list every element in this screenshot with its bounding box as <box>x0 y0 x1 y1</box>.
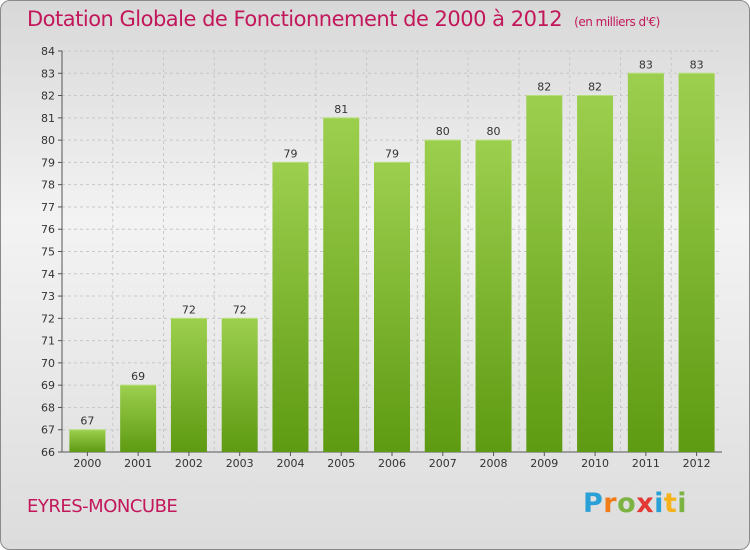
value-label: 83 <box>690 58 704 71</box>
value-label: 83 <box>639 58 653 71</box>
unit-label: (en milliers d'€) <box>574 15 660 29</box>
value-label: 80 <box>487 125 501 138</box>
x-tick-label: 2012 <box>683 457 711 470</box>
bar <box>323 117 360 452</box>
y-tick-label: 78 <box>41 179 55 192</box>
x-tick-label: 2004 <box>276 457 304 470</box>
x-tick-label: 2008 <box>480 457 508 470</box>
value-label: 72 <box>233 303 247 316</box>
x-tick-label: 2011 <box>632 457 660 470</box>
x-tick-label: 2007 <box>429 457 457 470</box>
x-tick-label: 2001 <box>124 457 152 470</box>
value-label: 69 <box>131 370 145 383</box>
bar <box>627 73 664 453</box>
y-tick-label: 80 <box>41 134 55 147</box>
title-text: Dotation Globale de Fonctionnement de 20… <box>27 7 563 31</box>
bar <box>69 429 106 452</box>
value-label: 72 <box>182 303 196 316</box>
y-tick-label: 83 <box>41 67 55 80</box>
value-label: 67 <box>80 415 94 428</box>
y-tick-label: 66 <box>41 446 55 459</box>
chart-title: Dotation Globale de Fonctionnement de 20… <box>27 7 660 31</box>
bar <box>577 95 614 453</box>
bar <box>221 318 258 452</box>
y-tick-label: 68 <box>41 401 55 414</box>
y-tick-label: 70 <box>41 357 55 370</box>
x-tick-label: 2002 <box>175 457 203 470</box>
value-label: 79 <box>283 147 297 160</box>
bar <box>170 318 207 452</box>
x-tick-label: 2005 <box>327 457 355 470</box>
y-tick-label: 67 <box>41 424 55 437</box>
bar <box>526 95 563 453</box>
value-label: 82 <box>588 81 602 94</box>
bar <box>424 140 461 452</box>
x-tick-label: 2009 <box>530 457 558 470</box>
bars <box>69 72 715 453</box>
proxiti-logo: Proxiti <box>583 488 688 519</box>
y-tick-label: 82 <box>41 90 55 103</box>
bar <box>475 140 512 452</box>
y-tick-label: 69 <box>41 379 55 392</box>
value-label: 82 <box>537 81 551 94</box>
x-tick-label: 2006 <box>378 457 406 470</box>
x-tick-label: 2003 <box>226 457 254 470</box>
y-tick-label: 81 <box>41 112 55 125</box>
y-tick-label: 79 <box>41 156 55 169</box>
labels: 67 2000 69 2001 72 2002 72 2003 79 2004 81 2005 79 20… <box>73 58 710 470</box>
y-tick-label: 75 <box>41 246 55 259</box>
bar <box>120 385 157 452</box>
value-label: 79 <box>385 147 399 160</box>
y-tick-label: 72 <box>41 312 55 325</box>
y-tick-label: 73 <box>41 290 55 303</box>
bar <box>374 162 410 452</box>
y-tick-label: 77 <box>41 201 55 214</box>
y-tick-label: 71 <box>41 335 55 348</box>
x-tick-label: 2000 <box>73 457 101 470</box>
y-tick-label: 74 <box>41 268 55 281</box>
value-label: 80 <box>436 125 450 138</box>
x-tick-label: 2010 <box>581 457 609 470</box>
y-tick-label: 76 <box>41 223 55 236</box>
y-tick-label: 84 <box>41 45 55 58</box>
value-label: 81 <box>334 103 348 116</box>
commune-name: EYRES-MONCUBE <box>27 496 178 517</box>
bar <box>678 73 715 453</box>
bar <box>272 162 309 452</box>
